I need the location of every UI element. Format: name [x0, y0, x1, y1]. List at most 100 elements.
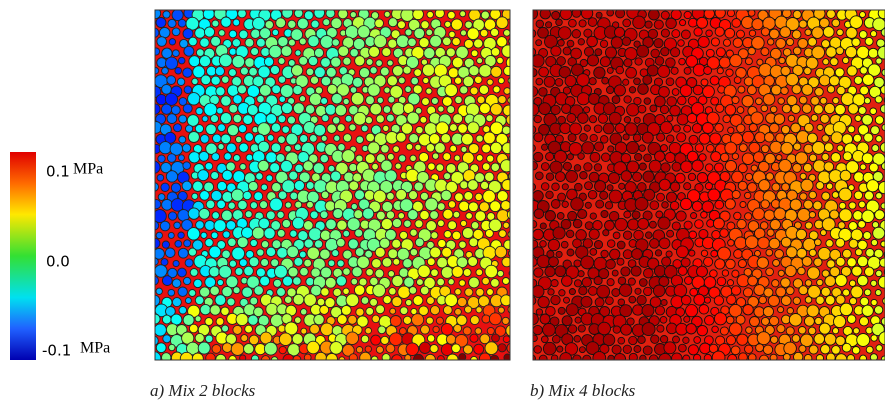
- particle: [835, 237, 846, 248]
- particle: [255, 267, 266, 278]
- particle: [189, 268, 199, 277]
- particle: [612, 231, 621, 240]
- particle: [533, 54, 545, 68]
- particle: [188, 289, 197, 297]
- particle: [658, 276, 670, 287]
- particle: [540, 335, 549, 344]
- particle: [188, 36, 198, 47]
- particle: [595, 199, 605, 209]
- particle: [593, 276, 603, 286]
- particle: [677, 39, 685, 47]
- particle: [227, 237, 237, 247]
- particle: [704, 182, 713, 191]
- particle: [164, 247, 176, 258]
- caption: b) Mix 4 blocks: [530, 381, 636, 400]
- particle: [660, 46, 670, 57]
- particle: [877, 275, 885, 289]
- particle: [657, 216, 671, 230]
- particle: [550, 279, 559, 288]
- particle: [557, 306, 566, 315]
- particle: [157, 193, 166, 201]
- particle: [725, 68, 734, 77]
- particle: [167, 288, 176, 297]
- particle: [162, 10, 171, 19]
- particle: [877, 45, 885, 60]
- particle: [762, 306, 774, 318]
- caption: a) Mix 2 blocks: [150, 381, 256, 400]
- particle: [155, 275, 159, 286]
- particle: [449, 123, 458, 132]
- particle: [632, 133, 642, 143]
- particle: [334, 104, 348, 117]
- particle: [182, 161, 191, 170]
- particle: [451, 343, 461, 354]
- particle: [767, 38, 775, 46]
- particle: [336, 237, 346, 248]
- particle: [319, 210, 329, 220]
- particle: [602, 229, 610, 237]
- particle: [597, 321, 611, 336]
- particle: [767, 294, 780, 307]
- particle: [789, 198, 802, 211]
- particle: [498, 229, 507, 238]
- particle: [187, 207, 201, 220]
- particle: [533, 29, 537, 38]
- particle: [622, 249, 633, 260]
- particle: [589, 212, 597, 220]
- particle: [699, 342, 711, 355]
- particle: [374, 268, 385, 279]
- particle: [478, 352, 492, 360]
- particle: [385, 210, 396, 220]
- particle: [653, 264, 667, 278]
- particle: [588, 115, 598, 124]
- particle: [204, 162, 214, 171]
- particle: [392, 47, 404, 59]
- particle: [484, 171, 495, 183]
- particle: [314, 66, 326, 79]
- particle: [841, 342, 852, 353]
- particle: [764, 324, 775, 336]
- particle: [545, 190, 554, 200]
- particle: [533, 85, 539, 98]
- particle: [240, 334, 249, 343]
- particle: [728, 322, 743, 336]
- particle: [199, 134, 210, 144]
- particle: [293, 179, 305, 192]
- particle: [165, 170, 179, 183]
- particle: [550, 294, 561, 306]
- particle: [718, 56, 731, 69]
- particle: [310, 19, 320, 29]
- particle: [197, 169, 210, 182]
- particle: [578, 286, 588, 296]
- particle: [278, 95, 286, 103]
- particle: [424, 197, 439, 212]
- particle: [367, 83, 381, 97]
- particle: [155, 342, 167, 354]
- particle: [440, 133, 452, 144]
- particle: [655, 210, 664, 219]
- particle: [760, 27, 770, 37]
- particle: [568, 18, 577, 28]
- particle: [171, 278, 182, 288]
- particle: [463, 57, 475, 69]
- particle: [778, 56, 786, 65]
- particle: [271, 182, 282, 193]
- particle: [540, 162, 550, 171]
- particle: [403, 219, 412, 228]
- particle: [336, 83, 350, 97]
- particle: [458, 200, 470, 212]
- particle: [840, 266, 852, 277]
- particle: [177, 154, 185, 162]
- particle: [863, 288, 872, 297]
- particle: [756, 256, 769, 269]
- particle: [632, 304, 644, 316]
- particle: [414, 107, 423, 115]
- particle: [413, 68, 422, 77]
- particle: [161, 83, 172, 95]
- particle: [173, 221, 181, 230]
- particle: [801, 83, 814, 96]
- particle: [391, 296, 403, 308]
- particle: [209, 285, 220, 296]
- particle: [400, 122, 414, 135]
- particle: [414, 143, 422, 151]
